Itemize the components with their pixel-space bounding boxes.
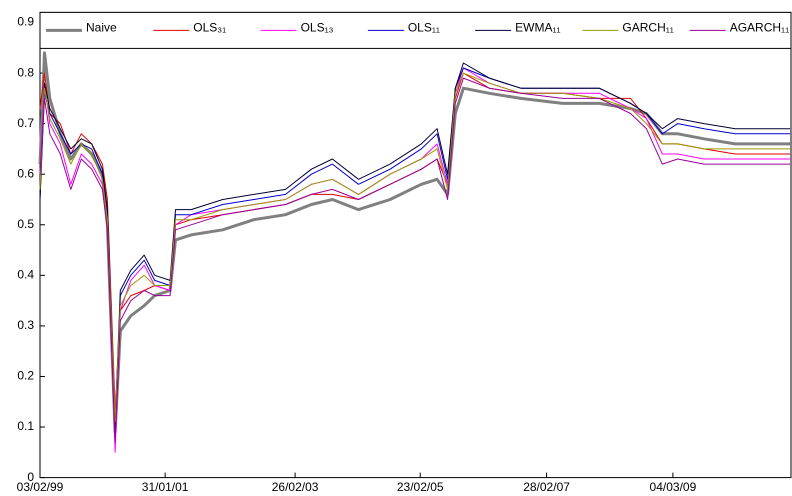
series-line <box>39 72 791 423</box>
legend-label: GARCH₁₁ <box>622 21 673 35</box>
series-line <box>38 51 791 434</box>
y-tick-label: 0.2 <box>17 369 34 383</box>
legend-label: EWMA₁₁ <box>515 21 560 35</box>
x-tick-label: 28/02/07 <box>523 480 570 494</box>
x-tick-label: 31/01/01 <box>142 480 189 494</box>
y-tick-label: 0.8 <box>17 65 34 79</box>
legend-label: Naive <box>86 21 117 35</box>
legend-label: OLS₁₃ <box>301 21 334 35</box>
legend-label: AGARCH₁₁ <box>730 21 789 35</box>
x-tick-label: 26/02/03 <box>272 480 319 494</box>
y-tick-label: 0.5 <box>17 217 34 231</box>
x-tick-label: 04/03/09 <box>650 480 697 494</box>
y-tick-label: 0.1 <box>17 419 34 433</box>
y-tick-label: 0.3 <box>17 318 34 332</box>
y-tick-label: 0.6 <box>17 166 34 180</box>
y-tick-label: 0.4 <box>17 268 34 282</box>
series-line <box>39 67 791 453</box>
series-line <box>39 72 791 418</box>
plot-frame <box>39 11 792 479</box>
series-line <box>39 77 791 443</box>
y-tick-label: 0.9 <box>17 15 34 29</box>
x-tick-label: 03/02/99 <box>17 480 64 494</box>
series-line <box>39 62 791 428</box>
series-line <box>39 67 791 438</box>
legend-label: OLS₁₁ <box>408 21 440 35</box>
y-tick-label: 0.7 <box>17 116 34 130</box>
legend-label: OLS₃₁ <box>193 21 226 35</box>
y-tick-label: 0 <box>27 470 34 484</box>
x-tick-label: 23/02/05 <box>397 480 444 494</box>
